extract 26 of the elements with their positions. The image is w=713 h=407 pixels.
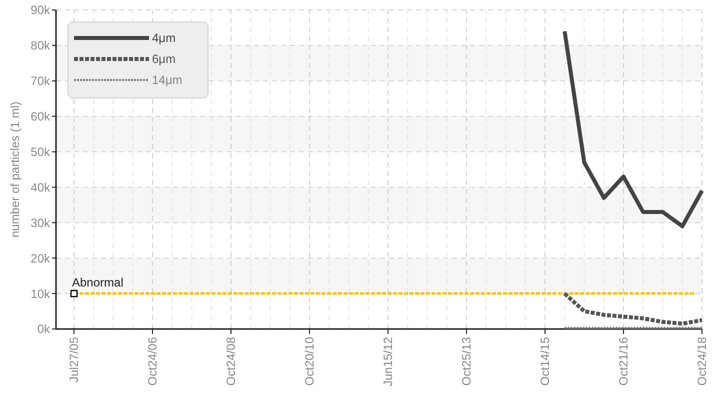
line-series (562, 292, 704, 326)
text: 14μm (152, 73, 182, 88)
x-tick-label: Oct20/10 (302, 336, 316, 386)
y-tick-label: 30k (30, 216, 51, 230)
y-axis-title: number of particles (1 ml) (8, 101, 22, 238)
line-series (562, 29, 704, 228)
y-tick-label: 0k (37, 322, 51, 336)
x-tick-label: Oct24/08 (224, 336, 238, 386)
y-tick-label: 10k (30, 286, 51, 301)
y-tick-label: 90k (30, 3, 51, 18)
x-tick-label: Oct24/06 (146, 336, 160, 386)
text: 6μm (152, 52, 176, 66)
y-tick-label: 50k (30, 144, 51, 159)
text: 4μm (152, 31, 176, 46)
y-tick-label: 60k (30, 110, 51, 124)
y-tick-label: 20k (30, 251, 51, 266)
x-tick-label: Oct21/16 (616, 336, 630, 386)
y-tick-label: 80k (30, 38, 51, 53)
y-tick-label: 70k (30, 74, 51, 88)
x-tick-label: Jul27/05 (67, 336, 81, 382)
x-tick-label: Oct25/13 (460, 336, 474, 386)
x-tick-label: Jun15/12 (381, 336, 395, 386)
x-tick-label: Oct24/18 (695, 336, 709, 386)
y-tick-label: 40k (30, 180, 51, 194)
ref-line-label: Abnormal (72, 276, 124, 290)
x-tick-label: Oct14/15 (538, 336, 552, 386)
